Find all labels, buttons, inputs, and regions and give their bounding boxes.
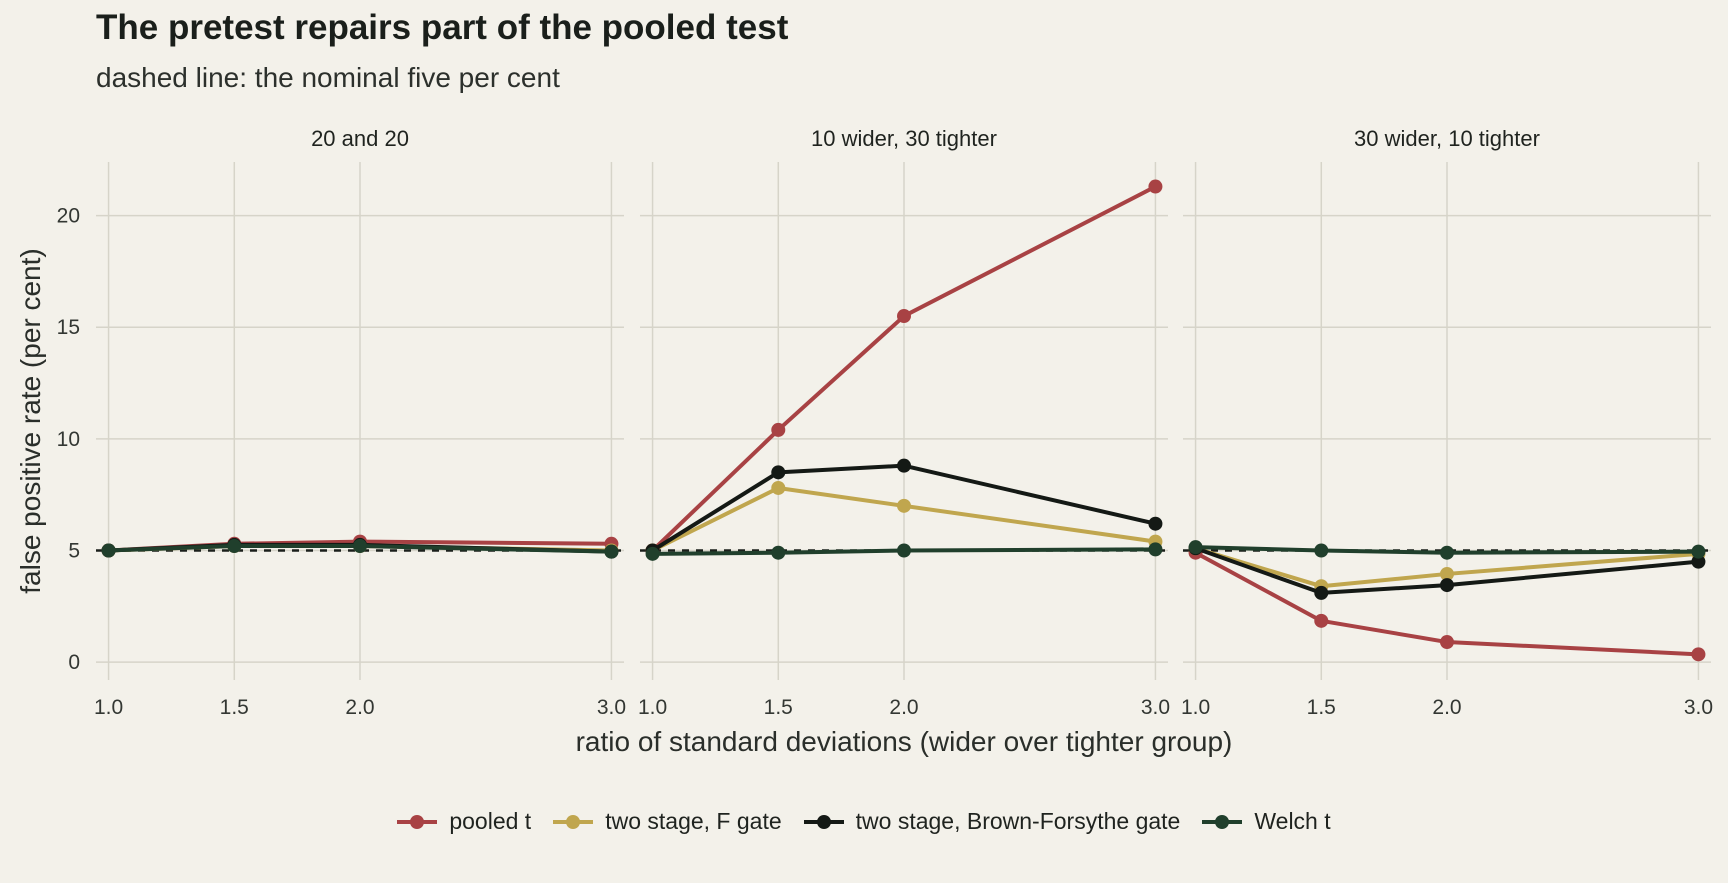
chart-title: The pretest repairs part of the pooled t…	[96, 8, 789, 47]
x-tick-label: 1.0	[638, 696, 667, 719]
data-point	[645, 546, 660, 561]
x-tick-label: 2.0	[345, 696, 374, 719]
data-point	[604, 544, 619, 559]
faceted-line-chart: false positive rate (per cent) 0 5 10 15 20 20…	[15, 126, 1713, 757]
data-point	[897, 458, 911, 473]
data-point	[1314, 613, 1329, 628]
x-tick-label: 1.5	[220, 696, 249, 719]
x-tick-label: 2.0	[889, 696, 918, 719]
legend-key-icon	[1202, 812, 1243, 832]
data-point	[1691, 647, 1706, 662]
panel-title: 10 wider, 30 tighter	[811, 126, 997, 151]
data-point	[1440, 545, 1454, 560]
data-point	[897, 498, 911, 513]
panel-title: 30 wider, 10 tighter	[1354, 126, 1540, 151]
legend-item: two stage, Brown-Forsythe gate	[803, 808, 1181, 835]
series-line	[1194, 546, 1699, 595]
legend-key-icon	[803, 812, 844, 832]
x-tick-label: 1.5	[1307, 696, 1336, 719]
series-line	[651, 485, 1156, 553]
data-point	[1148, 542, 1163, 557]
legend-label: two stage, Brown-Forsythe gate	[855, 808, 1181, 834]
data-point	[1691, 554, 1706, 569]
series-line	[651, 184, 1157, 552]
series-line	[651, 463, 1156, 553]
data-point	[771, 422, 786, 437]
x-tick-label: 1.0	[94, 696, 123, 719]
legend-item: two stage, F gate	[553, 808, 782, 835]
legend-label: Welch t	[1254, 808, 1331, 834]
x-tick-label: 1.0	[1181, 696, 1210, 719]
legend-label: two stage, F gate	[605, 808, 782, 834]
series-line	[652, 547, 1156, 556]
data-point	[1440, 578, 1454, 593]
data-point	[1691, 544, 1706, 559]
x-tick-label: 3.0	[1684, 696, 1713, 719]
data-point	[1314, 543, 1329, 558]
data-point	[1440, 566, 1454, 581]
y-axis-label: false positive rate (per cent)	[15, 248, 46, 594]
data-point	[1148, 179, 1163, 194]
data-point	[1148, 516, 1163, 531]
data-point	[771, 465, 786, 480]
y-tick-label: 20	[57, 205, 80, 228]
x-tick-label: 3.0	[597, 696, 626, 719]
y-tick-label: 0	[68, 651, 80, 674]
data-point	[1188, 540, 1203, 555]
x-tick-label: 3.0	[1141, 696, 1170, 719]
series-line	[1194, 546, 1699, 589]
data-point	[897, 543, 911, 558]
legend-key-icon	[553, 812, 594, 832]
legend-item: Welch t	[1202, 808, 1331, 835]
legend-label: pooled t	[449, 808, 532, 834]
data-point	[771, 480, 786, 495]
data-point	[1314, 585, 1329, 600]
y-tick-label: 15	[57, 316, 80, 339]
x-tick-label: 2.0	[1432, 696, 1461, 719]
chart-legend: pooled t two stage, F gate two stage, Brow…	[0, 808, 1728, 835]
legend-item: pooled t	[397, 808, 531, 835]
data-point	[897, 309, 911, 324]
y-tick-label: 5	[68, 540, 80, 563]
legend-key-icon	[397, 812, 438, 832]
x-axis-label: ratio of standard deviations (wider over…	[576, 726, 1233, 757]
data-point	[227, 539, 242, 554]
series-line	[1194, 550, 1699, 657]
data-point	[101, 543, 116, 558]
x-tick-label: 1.5	[764, 696, 793, 719]
chart-subtitle: dashed line: the nominal five per cent	[96, 62, 560, 93]
data-point	[1440, 635, 1454, 650]
series-line	[1195, 545, 1699, 555]
data-point	[771, 545, 786, 560]
series-line	[108, 544, 612, 554]
y-tick-label: 10	[57, 428, 80, 451]
panel-title: 20 and 20	[311, 126, 409, 151]
data-point	[353, 539, 367, 554]
